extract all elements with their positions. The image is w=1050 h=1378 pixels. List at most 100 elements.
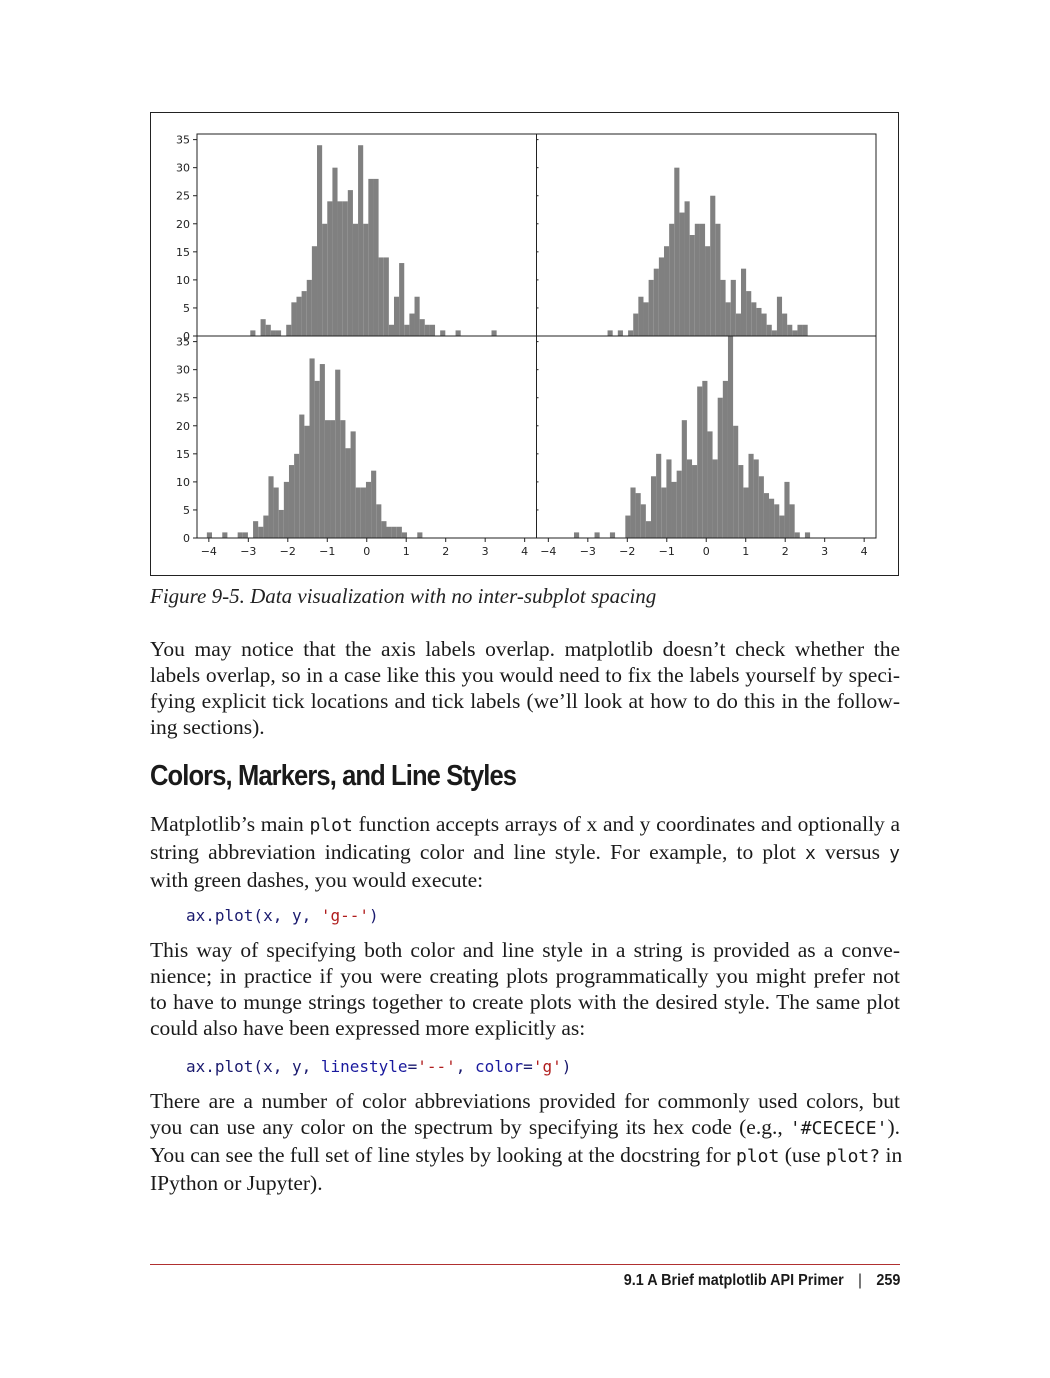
histogram-bar bbox=[222, 532, 228, 538]
x-tick-label: −1 bbox=[659, 545, 675, 558]
histogram-bar bbox=[317, 145, 323, 336]
histogram-bar bbox=[735, 313, 741, 336]
histogram-bar bbox=[658, 257, 665, 336]
code-text: ) bbox=[369, 906, 379, 925]
histogram-bar bbox=[664, 246, 670, 336]
histogram-bar bbox=[648, 279, 654, 336]
histogram-bar bbox=[319, 364, 325, 538]
histogram-bar bbox=[350, 431, 356, 538]
histogram-bar bbox=[609, 532, 616, 538]
histogram-bar bbox=[368, 178, 374, 336]
histogram-bar bbox=[733, 425, 739, 538]
paragraph-convenience: This way of specifying both color and li… bbox=[150, 937, 900, 1041]
histogram-bar bbox=[417, 532, 423, 538]
text-run: in bbox=[880, 1143, 903, 1167]
histogram-bar bbox=[294, 453, 300, 538]
y-tick-label: 15 bbox=[176, 448, 190, 461]
footer-separator: | bbox=[857, 1272, 862, 1289]
histogram-bar bbox=[784, 481, 790, 538]
histogram-bar bbox=[358, 145, 364, 336]
histogram-bar bbox=[769, 498, 775, 538]
code-keyword: linestyle bbox=[320, 1057, 408, 1076]
histogram-bar bbox=[455, 330, 461, 336]
x-tick-label: −4 bbox=[201, 545, 217, 558]
code-text: ax.plot(x, y, bbox=[186, 1057, 321, 1076]
histogram-bar bbox=[332, 167, 338, 336]
histogram-bar bbox=[705, 246, 711, 336]
paragraph-color-abbreviations: There are a number of color abbreviation… bbox=[150, 1088, 903, 1196]
histogram-bar bbox=[414, 296, 420, 336]
histogram-bar bbox=[355, 487, 361, 538]
histogram-bar bbox=[671, 481, 677, 538]
histogram-bar bbox=[311, 246, 318, 336]
histogram-bar bbox=[758, 476, 764, 538]
subplot-frame bbox=[536, 335, 877, 539]
histogram-bar bbox=[301, 291, 307, 336]
histogram-bar bbox=[738, 465, 744, 538]
paragraph-line: with green dashes, you would execute: bbox=[150, 868, 484, 892]
histogram-bar bbox=[756, 307, 762, 336]
y-tick-label: 35 bbox=[176, 134, 190, 147]
histogram-bar bbox=[263, 515, 269, 538]
histogram-bar bbox=[304, 425, 310, 538]
histogram-bar bbox=[324, 420, 331, 538]
histogram-bar bbox=[692, 465, 698, 538]
histogram-bar bbox=[748, 453, 754, 538]
histogram-bar bbox=[376, 504, 382, 538]
histogram-bar bbox=[250, 330, 256, 336]
inline-code: y bbox=[889, 843, 901, 864]
code-string: 'g' bbox=[532, 1057, 562, 1076]
histogram-bar bbox=[666, 459, 672, 538]
histogram-bar bbox=[391, 526, 397, 538]
histogram-bar bbox=[347, 190, 353, 336]
y-tick-label: 0 bbox=[183, 330, 190, 343]
histogram-bar bbox=[763, 493, 770, 538]
histogram-bar bbox=[242, 532, 248, 538]
histogram-bar bbox=[396, 526, 402, 538]
footer-section-title: 9.1 A Brief matplotlib API Primer bbox=[623, 1272, 844, 1289]
histogram-bar bbox=[258, 526, 264, 538]
paragraph-line: string abbreviation indicating color and… bbox=[150, 839, 900, 867]
paragraph-line: You can see the full set of line styles … bbox=[150, 1142, 903, 1170]
paragraph-line: fying explicit tick locations and tick l… bbox=[150, 689, 900, 713]
histogram-bar bbox=[594, 532, 600, 538]
histogram-bar bbox=[378, 257, 384, 336]
histogram-bar bbox=[679, 212, 685, 336]
histogram-bar bbox=[337, 201, 343, 336]
histogram-bar bbox=[789, 504, 795, 538]
histogram-bar bbox=[686, 459, 693, 538]
histogram-bar bbox=[776, 296, 783, 336]
histogram-bar bbox=[638, 296, 644, 336]
footer-rule bbox=[150, 1264, 900, 1265]
x-tick-label: 2 bbox=[442, 545, 449, 558]
x-tick-label: 3 bbox=[482, 545, 489, 558]
histogram-bar bbox=[404, 324, 410, 336]
histogram-bar bbox=[699, 223, 706, 336]
y-tick-label: 20 bbox=[176, 420, 190, 433]
histogram-bar bbox=[730, 279, 736, 336]
text-run: versus bbox=[815, 840, 890, 864]
histogram-bar bbox=[717, 397, 723, 538]
histogram-bar bbox=[607, 330, 613, 336]
code-text: ax.plot(x, y, bbox=[186, 906, 321, 925]
histogram-bar bbox=[710, 195, 716, 336]
y-tick-label: 0 bbox=[183, 532, 190, 545]
x-tick-label: 3 bbox=[821, 545, 828, 558]
x-tick-label: 1 bbox=[742, 545, 749, 558]
histogram-bar bbox=[653, 268, 659, 336]
inline-code: plot? bbox=[825, 1146, 881, 1167]
histogram-bar bbox=[720, 279, 726, 336]
histogram-bar bbox=[761, 313, 767, 336]
histogram-bar bbox=[424, 324, 430, 336]
y-tick-label: 20 bbox=[176, 218, 190, 231]
y-tick-label: 5 bbox=[183, 504, 190, 517]
histogram-bar bbox=[291, 302, 297, 336]
histogram-bar bbox=[419, 319, 425, 336]
histogram-bar bbox=[288, 465, 295, 538]
x-tick-label: −1 bbox=[319, 545, 335, 558]
x-tick-label: 0 bbox=[703, 545, 710, 558]
histogram-bar bbox=[753, 459, 759, 538]
histogram-bar bbox=[669, 223, 675, 336]
paragraph-line: labels overlap, so in a case like this y… bbox=[150, 663, 900, 687]
paragraph-line: You may notice that the axis labels over… bbox=[150, 637, 900, 661]
